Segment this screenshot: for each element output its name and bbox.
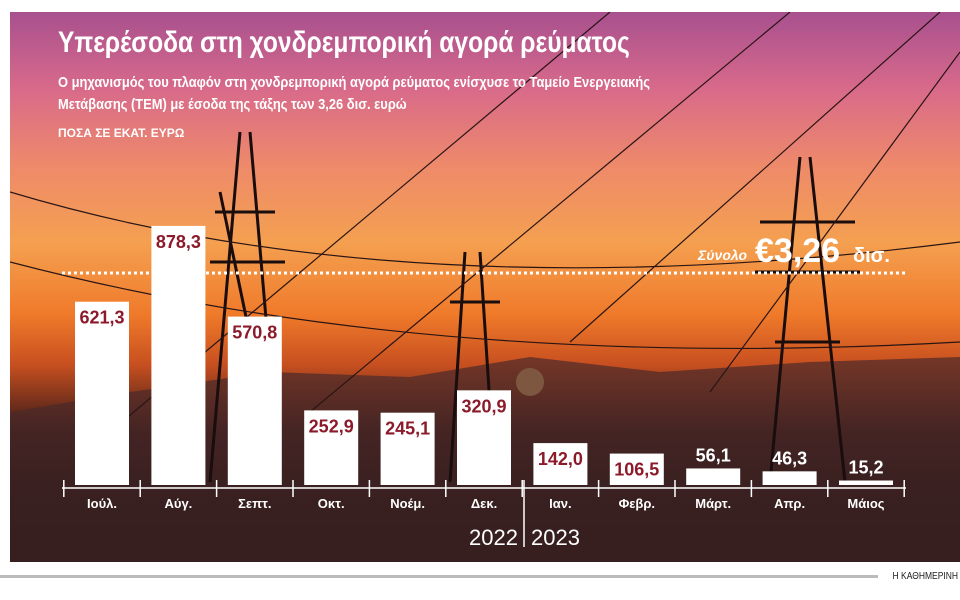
chart-panel: Υπερέσοδα στη χονδρεμπορική αγορά ρεύματ… bbox=[10, 12, 960, 562]
subtitle-line-1: Ο μηχανισμός του πλαφόν στη χονδρεμπορικ… bbox=[58, 74, 650, 91]
x-tick-label: Δεκ. bbox=[471, 496, 497, 511]
data-label: 621,3 bbox=[79, 308, 124, 328]
x-tick-label: Νοέμ. bbox=[390, 496, 425, 511]
x-tick-label: Ιαν. bbox=[549, 496, 571, 511]
bar-6 bbox=[533, 443, 588, 485]
total-value: €3,26 bbox=[755, 232, 840, 270]
x-tick-label: Φεβρ. bbox=[619, 496, 655, 511]
bar-9 bbox=[762, 471, 817, 485]
bar-2 bbox=[227, 316, 282, 485]
year-label-2023: 2023 bbox=[531, 525, 580, 550]
x-tick-label: Οκτ. bbox=[318, 496, 345, 511]
data-label: 106,5 bbox=[614, 460, 659, 480]
data-label: 15,2 bbox=[848, 458, 883, 478]
bar-8 bbox=[686, 468, 741, 485]
year-label-2022: 2022 bbox=[469, 525, 518, 550]
subtitle-line-2: Μετάβασης (ΤΕΜ) με έσοδα της τάξης των 3… bbox=[58, 96, 407, 113]
data-label: 56,1 bbox=[696, 445, 731, 465]
data-label: 252,9 bbox=[309, 416, 354, 436]
bar-5 bbox=[457, 390, 511, 485]
total-suffix: δισ. bbox=[853, 245, 890, 267]
bar-chart: Σύνολο €3,26 δισ. 621,3 Ιούλ. 878,3 Αύγ. 570… bbox=[62, 225, 906, 550]
bar-1 bbox=[151, 225, 206, 486]
bar-4 bbox=[380, 412, 435, 485]
data-label: 46,3 bbox=[772, 448, 807, 468]
data-label: 245,1 bbox=[385, 419, 430, 439]
unit-label: ΠΟΣΑ ΣΕ ΕΚΑΤ. ΕΥΡΩ bbox=[58, 126, 185, 140]
data-label: 570,8 bbox=[232, 323, 277, 343]
bar-10 bbox=[839, 480, 893, 485]
bar-7 bbox=[609, 453, 664, 485]
data-label: 142,0 bbox=[538, 449, 583, 469]
bar-3 bbox=[304, 410, 359, 485]
x-tick-label: Ιούλ. bbox=[87, 496, 117, 511]
footer-rule bbox=[0, 575, 878, 578]
chart-title: Υπερέσοδα στη χονδρεμπορική αγορά ρεύματ… bbox=[58, 26, 630, 59]
data-label: 878,3 bbox=[156, 232, 201, 252]
brand-logo: Η ΚΑΘΗΜΕΡΙΝΗ bbox=[892, 571, 958, 582]
data-label: 320,9 bbox=[461, 396, 506, 416]
x-tick-label: Σεπτ. bbox=[238, 496, 271, 511]
x-tick-label: Μάρτ. bbox=[695, 496, 731, 511]
bar-0 bbox=[75, 301, 129, 485]
x-tick-label: Απρ. bbox=[774, 496, 805, 511]
chart-subtitle: Ο μηχανισμός του πλαφόν στη χονδρεμπορικ… bbox=[58, 72, 650, 116]
x-tick-label: Αύγ. bbox=[165, 496, 193, 511]
x-tick-label: Μάιος bbox=[847, 496, 884, 511]
total-label: Σύνολο bbox=[697, 247, 747, 263]
